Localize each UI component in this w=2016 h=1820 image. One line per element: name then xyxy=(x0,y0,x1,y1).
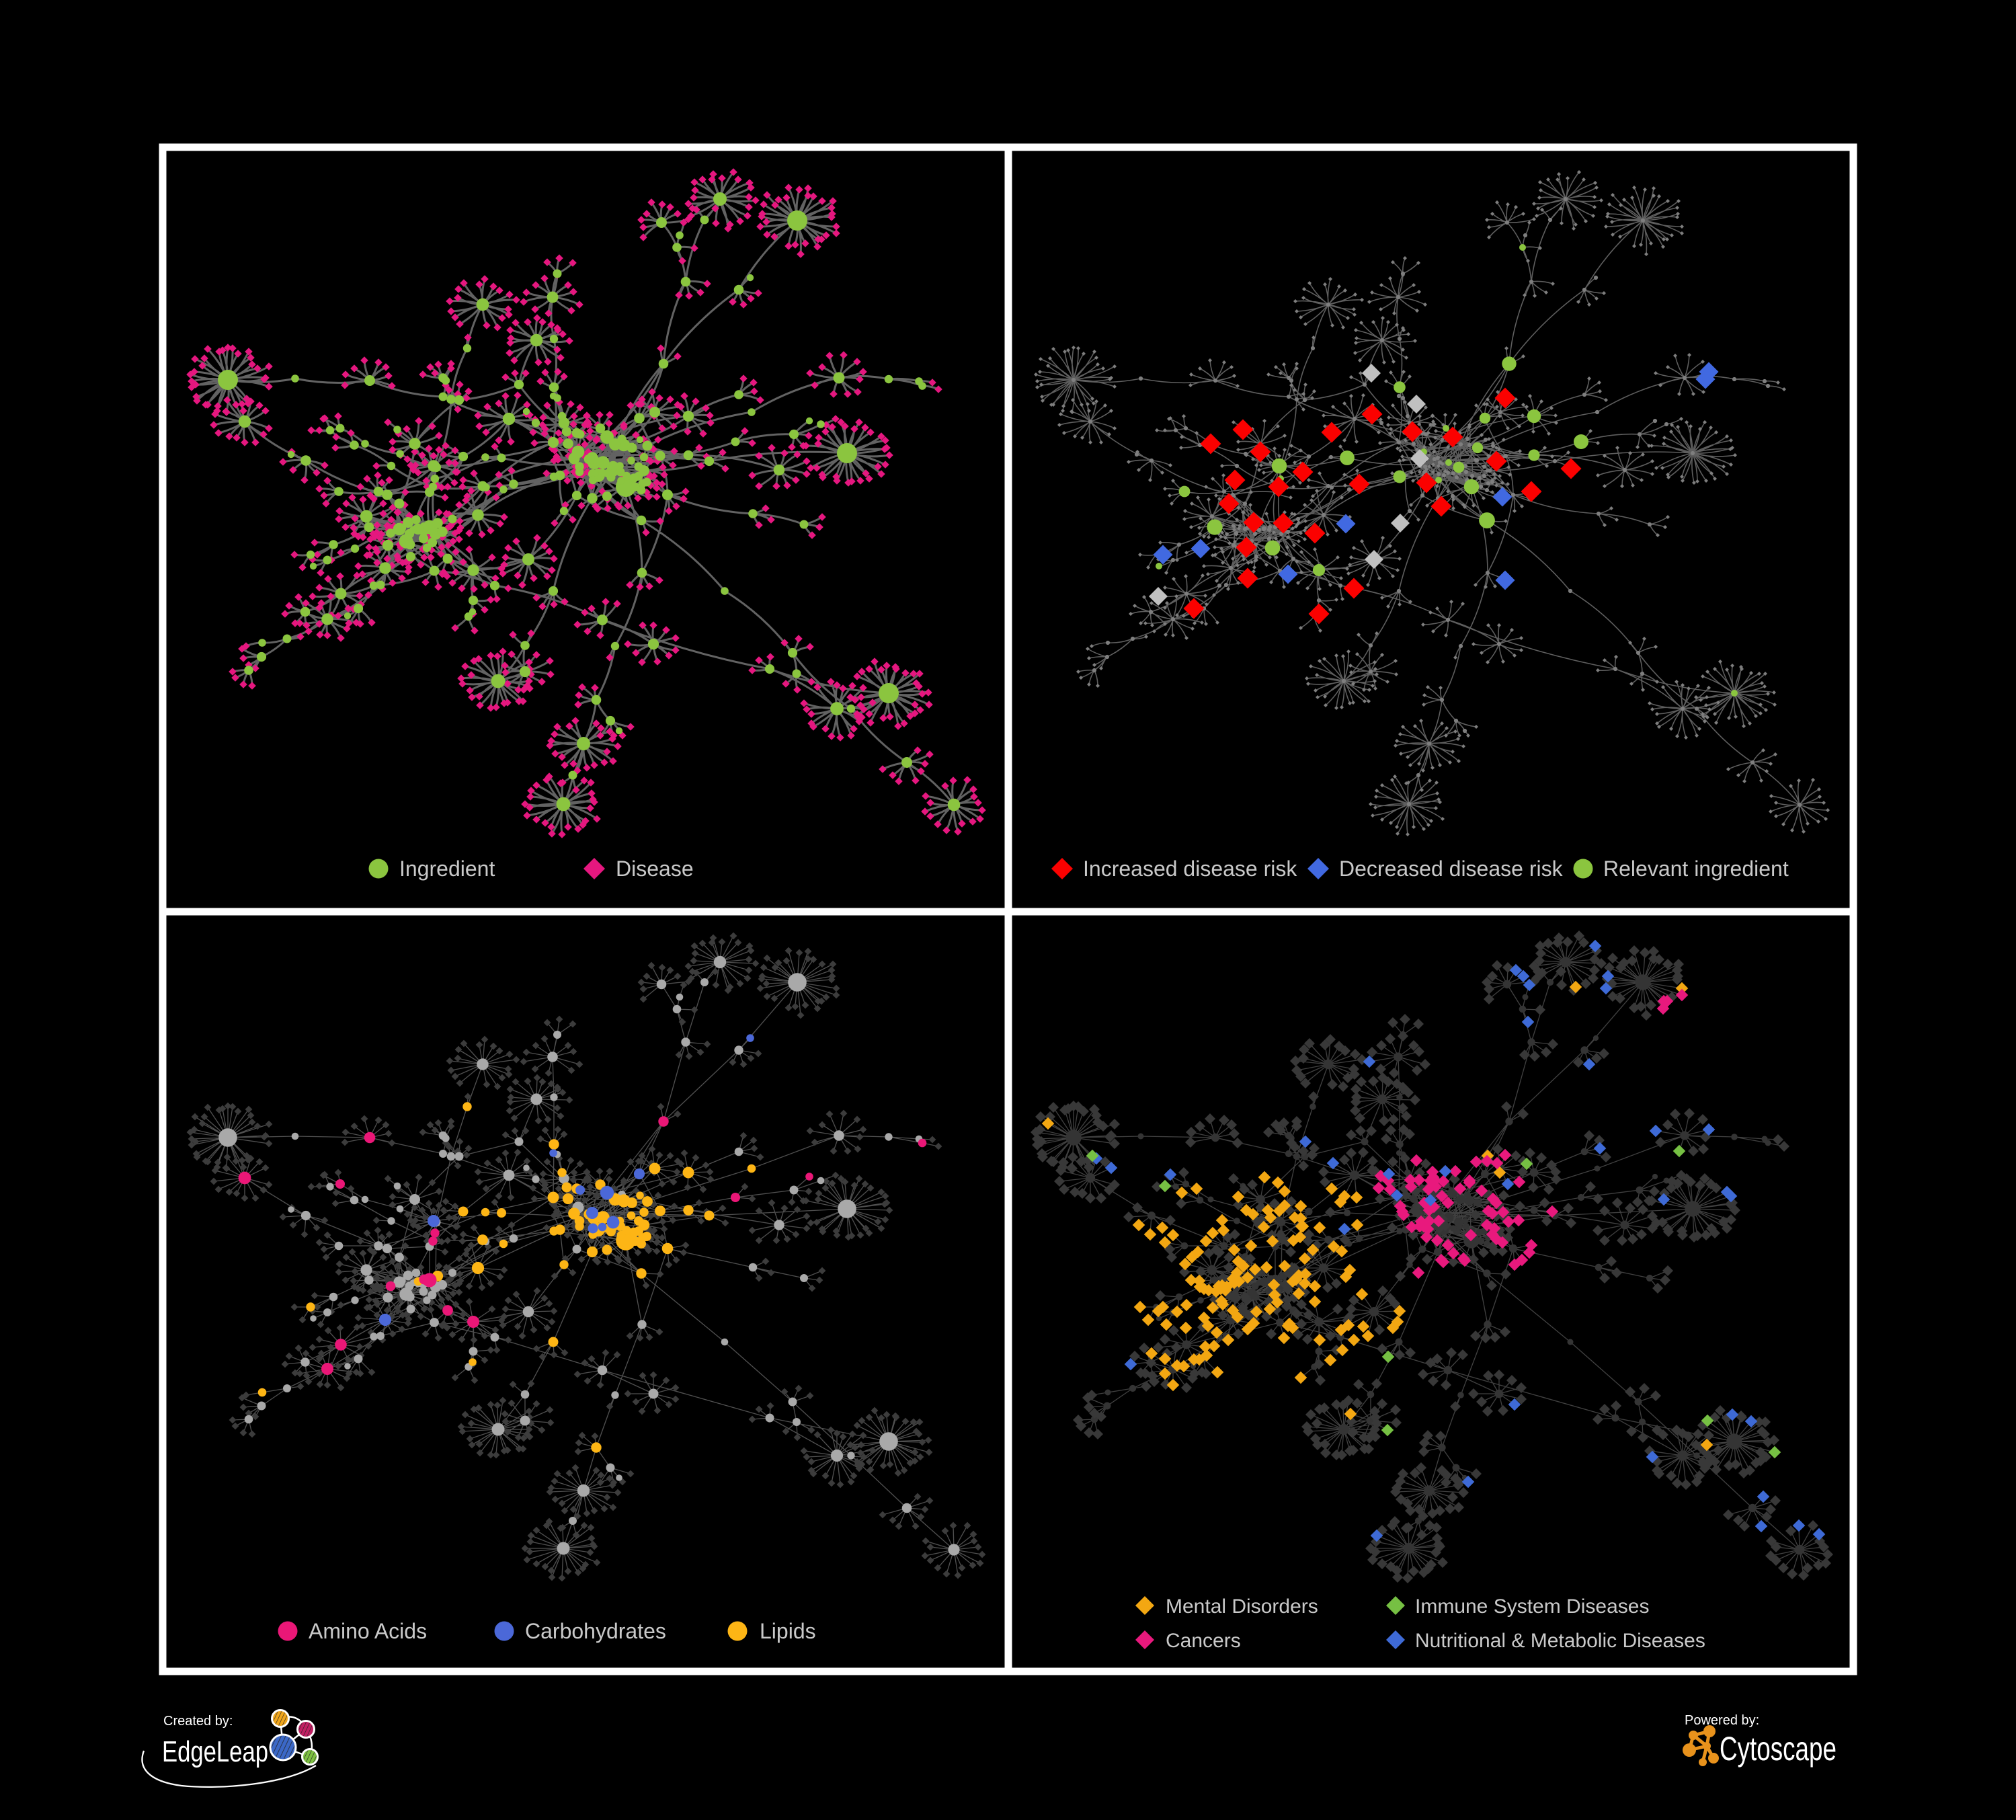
svg-text:Increased disease risk: Increased disease risk xyxy=(1083,857,1297,881)
svg-text:Immune System Diseases: Immune System Diseases xyxy=(1415,1595,1649,1618)
svg-text:Mental Disorders: Mental Disorders xyxy=(1166,1595,1318,1618)
svg-text:Carbohydrates: Carbohydrates xyxy=(525,1619,666,1643)
svg-text:Ingredient: Ingredient xyxy=(399,857,495,881)
svg-text:Disease: Disease xyxy=(616,857,694,881)
svg-text:Powered by:: Powered by: xyxy=(1685,1713,1759,1728)
svg-text:Decreased disease risk: Decreased disease risk xyxy=(1339,857,1564,881)
svg-text:EdgeLeap: EdgeLeap xyxy=(162,1735,268,1768)
svg-text:Cytoscape: Cytoscape xyxy=(1720,1730,1837,1768)
svg-text:Amino Acids: Amino Acids xyxy=(309,1619,427,1643)
svg-text:Relevant ingredient: Relevant ingredient xyxy=(1603,857,1789,881)
svg-text:Created by:: Created by: xyxy=(163,1714,233,1729)
svg-text:Nutritional & Metabolic Diseas: Nutritional & Metabolic Diseases xyxy=(1415,1630,1705,1652)
svg-text:Lipids: Lipids xyxy=(760,1619,816,1643)
svg-text:Cancers: Cancers xyxy=(1166,1630,1241,1652)
